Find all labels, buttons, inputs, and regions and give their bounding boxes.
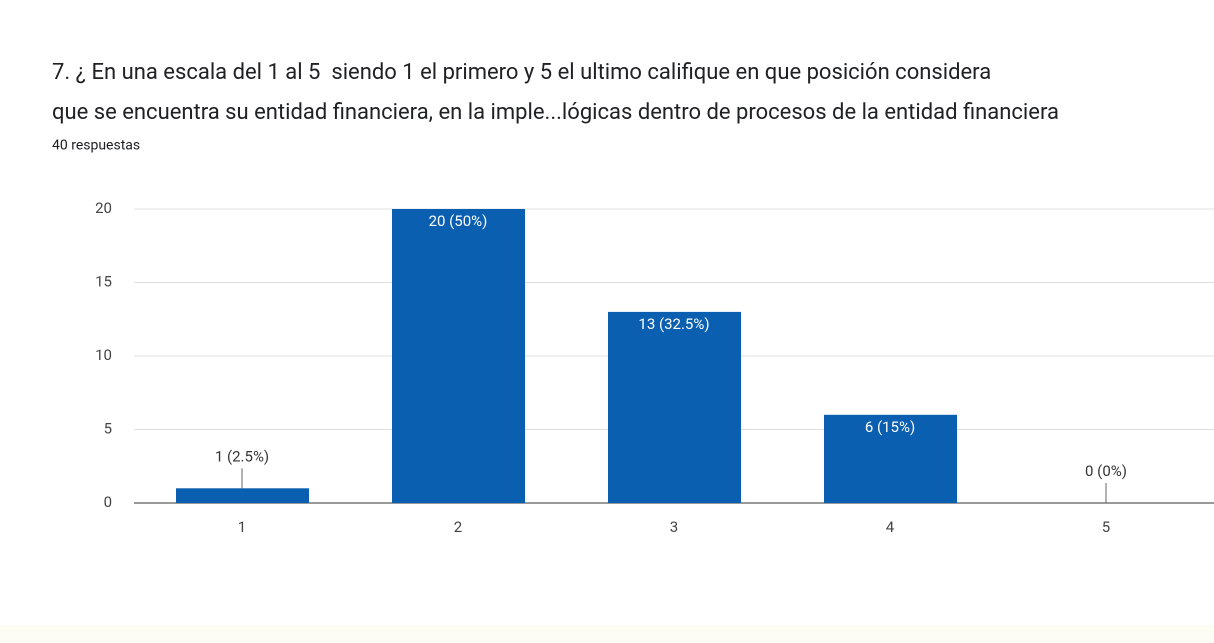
chart-title: 7. ¿ En una escala del 1 al 5 siendo 1 e… [52,60,991,85]
x-tick-label: 1 [238,518,246,536]
data-label: 1 (2.5%) [215,447,269,465]
chart-subtitle: 40 respuestas [52,138,140,154]
chart-title: que se encuentra su entidad financiera, … [52,100,1059,125]
y-tick-label: 5 [104,419,112,437]
y-tick-label: 0 [104,493,112,511]
x-tick-label: 2 [454,518,462,536]
bar [608,311,741,503]
footer-band [0,625,1214,643]
x-tick-label: 3 [670,518,678,536]
data-label: 0 (0%) [1085,462,1127,480]
y-tick-label: 20 [95,199,112,217]
data-label: 13 (32.5%) [638,315,709,333]
bar [176,488,309,503]
bar [824,414,957,503]
data-label: 6 (15%) [865,418,915,436]
bar [392,209,525,503]
x-tick-label: 5 [1102,518,1110,536]
y-tick-label: 10 [95,346,112,364]
x-tick-label: 4 [886,518,895,536]
y-tick-label: 15 [95,272,112,290]
data-label: 20 (50%) [429,212,488,230]
